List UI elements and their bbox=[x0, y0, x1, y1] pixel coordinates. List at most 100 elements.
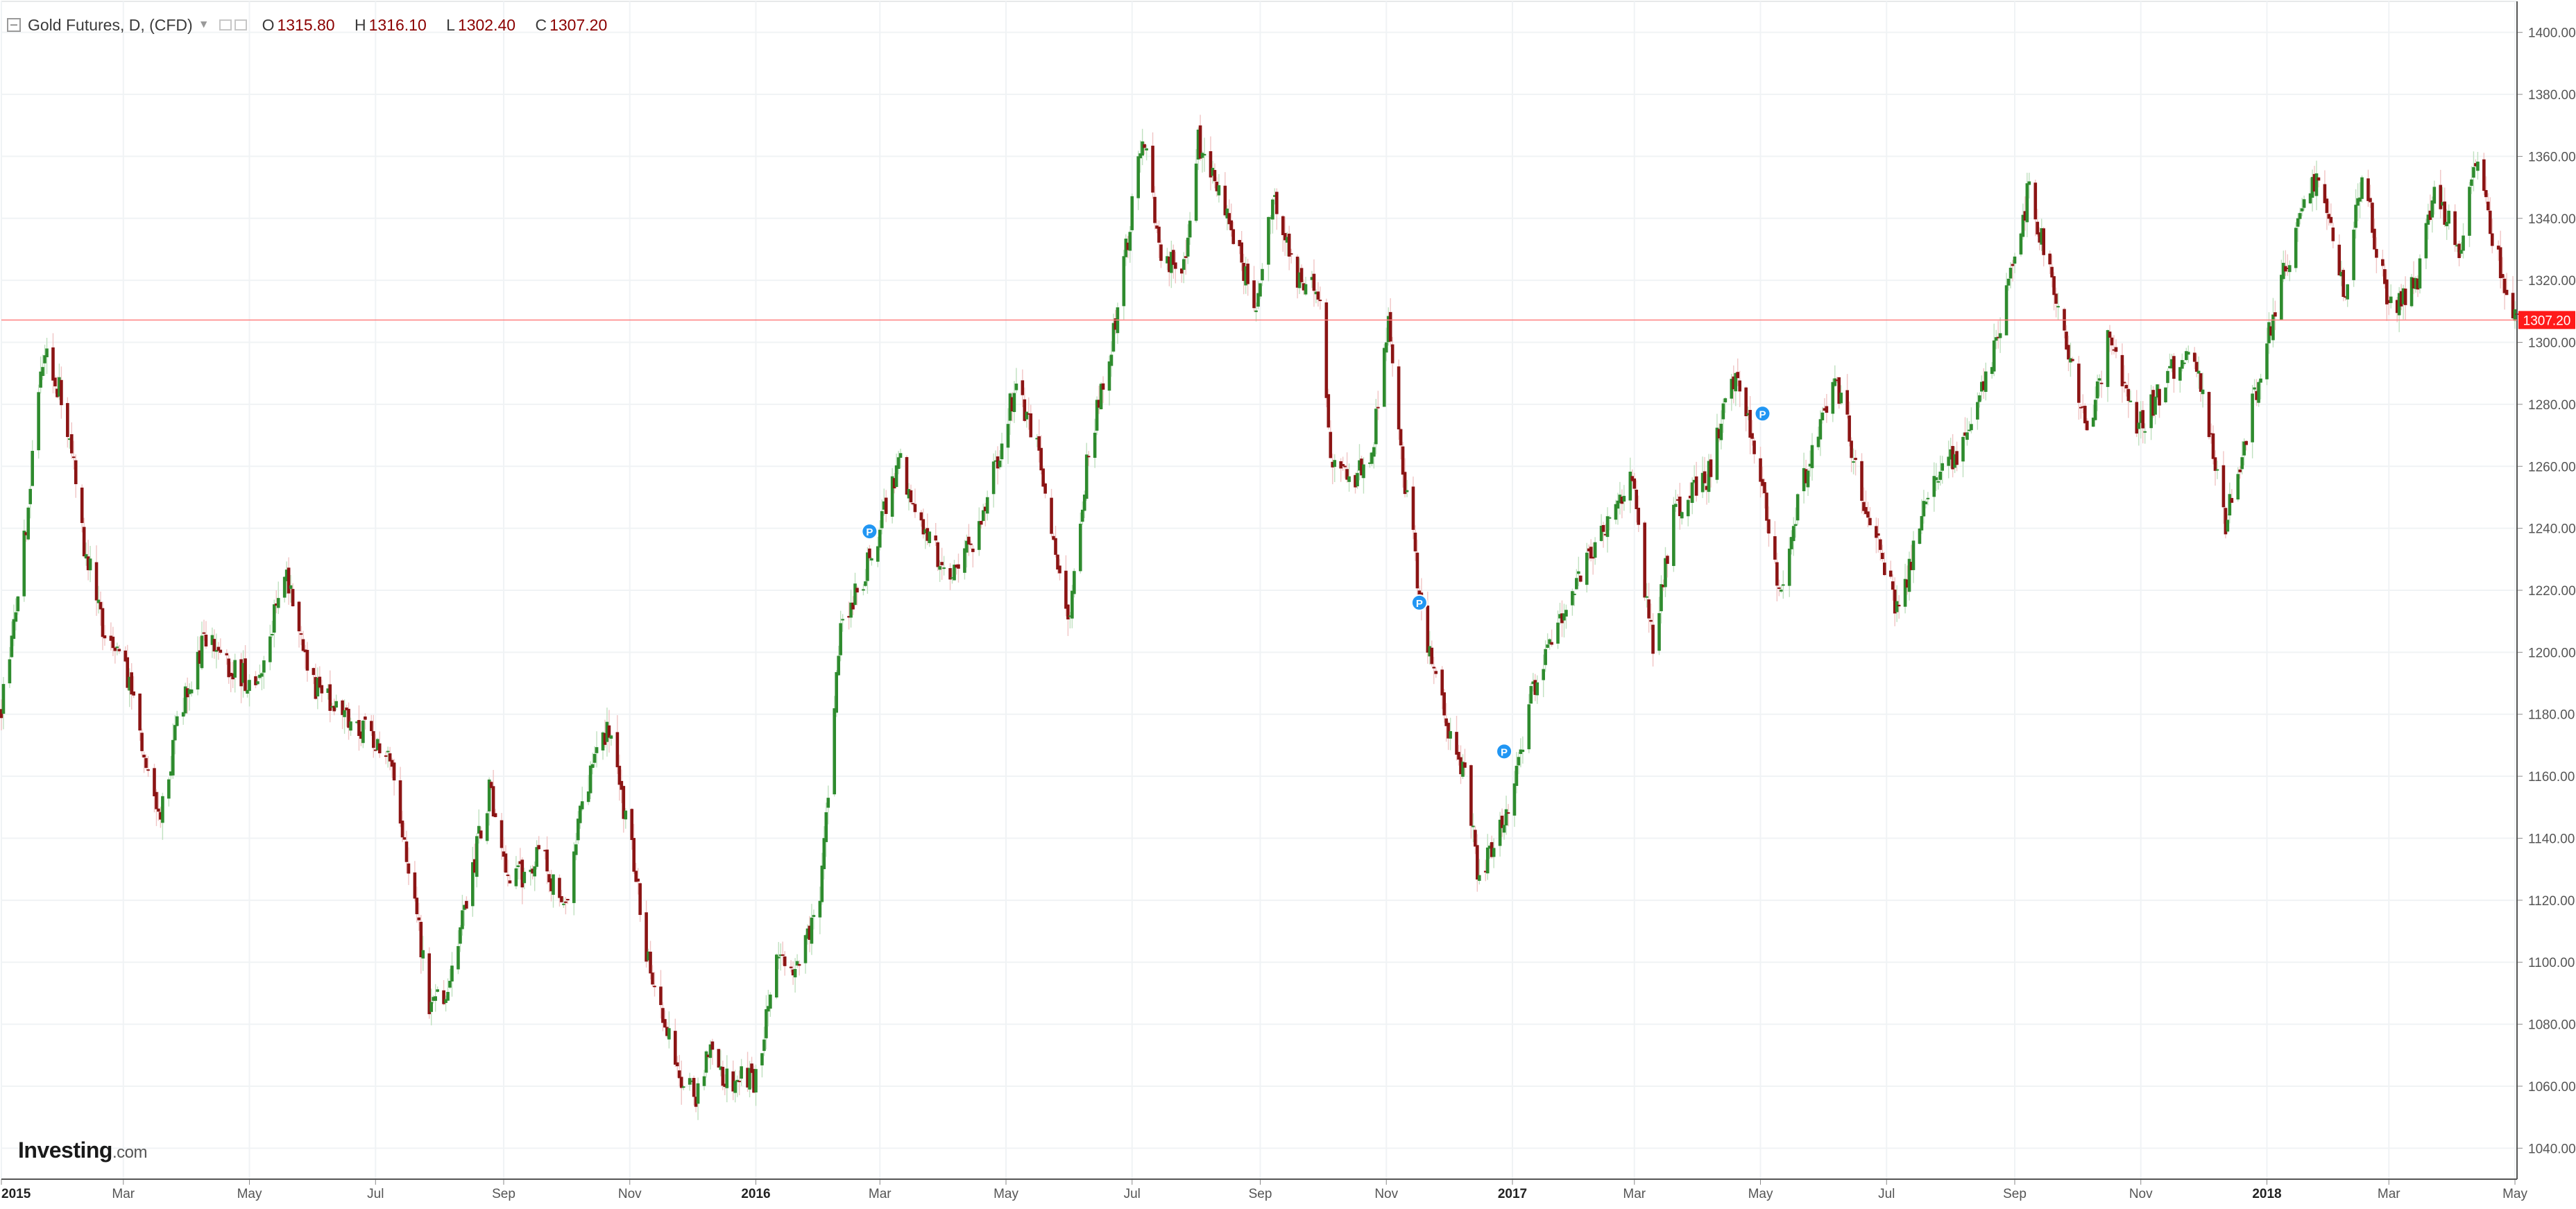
candle-up bbox=[26, 507, 31, 540]
candle-up bbox=[477, 825, 481, 834]
candle-up bbox=[1924, 501, 1928, 504]
y-tick-label: 1160.00 bbox=[2528, 770, 2575, 784]
x-tick-label: Mar bbox=[1623, 1187, 1646, 1201]
symbol-title[interactable]: Gold Futures, D, (CFD) bbox=[28, 15, 193, 34]
candle-down bbox=[53, 377, 57, 386]
candle-down bbox=[1426, 606, 1430, 653]
candle-down bbox=[1888, 570, 1893, 577]
brand-name: Investing bbox=[18, 1138, 112, 1163]
candle-down bbox=[465, 900, 468, 909]
candle-up bbox=[2476, 162, 2480, 171]
candle-up bbox=[1926, 497, 1930, 499]
candle-down bbox=[1662, 584, 1665, 588]
candle-down bbox=[1184, 256, 1188, 258]
candle-up bbox=[2470, 179, 2473, 186]
candle-down bbox=[1151, 146, 1154, 193]
candle-down bbox=[1752, 440, 1756, 454]
candle-down bbox=[2221, 465, 2226, 508]
candle-up bbox=[1780, 590, 1783, 592]
candle-down bbox=[1343, 465, 1347, 468]
candle-up bbox=[1130, 196, 1134, 230]
candle-down bbox=[659, 986, 663, 1005]
event-marker[interactable] bbox=[1754, 405, 1771, 422]
candle-up bbox=[1542, 669, 1545, 680]
event-marker[interactable] bbox=[1410, 594, 1428, 611]
candle-down bbox=[653, 986, 656, 988]
candle-down bbox=[783, 956, 787, 966]
candle-down bbox=[2387, 300, 2391, 303]
candle-up bbox=[588, 765, 592, 794]
candle-up bbox=[993, 460, 998, 462]
candle-down bbox=[1676, 499, 1680, 501]
candle-down bbox=[502, 851, 506, 857]
candle-down bbox=[2490, 233, 2494, 246]
candle-up bbox=[2166, 370, 2169, 384]
candle-up bbox=[1095, 400, 1099, 431]
candle-up bbox=[864, 581, 867, 586]
candle-down bbox=[1401, 446, 1405, 475]
candle-down bbox=[1179, 268, 1184, 274]
candle-up bbox=[1692, 479, 1696, 483]
candle-down bbox=[493, 813, 497, 817]
candle-down bbox=[1289, 253, 1293, 255]
event-marker[interactable] bbox=[861, 523, 878, 540]
candle-down bbox=[312, 668, 316, 676]
candle-down bbox=[314, 677, 318, 699]
candle-down bbox=[1500, 815, 1504, 828]
candle-up bbox=[562, 903, 565, 905]
candle-up bbox=[592, 753, 597, 763]
candle-up bbox=[1254, 310, 1258, 312]
candle-up bbox=[16, 596, 20, 612]
candle-down bbox=[1982, 381, 1986, 391]
candle-up bbox=[200, 635, 204, 669]
candle-down bbox=[996, 456, 1000, 469]
candle-up bbox=[2240, 457, 2244, 470]
candle-up bbox=[894, 465, 898, 488]
candle-down bbox=[364, 716, 367, 720]
candle-down bbox=[971, 548, 975, 552]
candle-down bbox=[491, 786, 495, 816]
candle-up bbox=[2184, 351, 2188, 361]
candle-up bbox=[1618, 495, 1622, 504]
candle-down bbox=[2385, 279, 2389, 305]
collapse-icon[interactable] bbox=[7, 18, 21, 32]
candle-down bbox=[884, 497, 888, 514]
candle-up bbox=[2409, 277, 2414, 307]
candle-down bbox=[2054, 293, 2058, 304]
event-marker[interactable] bbox=[1496, 743, 1513, 760]
candle-down bbox=[1054, 538, 1057, 555]
candle-up bbox=[1628, 472, 1632, 501]
candle-up bbox=[2352, 230, 2355, 280]
candle-down bbox=[1875, 526, 1878, 538]
x-tick-label: Sep bbox=[1249, 1187, 1272, 1201]
close-icon[interactable] bbox=[234, 19, 247, 31]
candle-down bbox=[1153, 196, 1157, 223]
candle-down bbox=[679, 1077, 683, 1088]
candle-up bbox=[1932, 476, 1936, 497]
candle-down bbox=[868, 548, 871, 558]
candle-up bbox=[704, 1051, 708, 1073]
chevron-down-icon[interactable]: ▼ bbox=[198, 19, 210, 31]
candle-up bbox=[1970, 424, 1973, 431]
settings-icon[interactable] bbox=[219, 19, 232, 31]
y-tick-label: 1240.00 bbox=[2528, 522, 2576, 537]
candle-down bbox=[537, 845, 540, 850]
candle-down bbox=[1694, 476, 1698, 496]
candle-down bbox=[2428, 210, 2432, 221]
candle-down bbox=[2224, 508, 2228, 535]
candle-up bbox=[246, 689, 249, 694]
candle-down bbox=[2151, 390, 2155, 416]
candle-up bbox=[1107, 361, 1111, 391]
candle-up bbox=[262, 660, 266, 673]
candle-up bbox=[1961, 436, 1965, 462]
candle-down bbox=[2323, 184, 2327, 203]
candle-up bbox=[1947, 456, 1950, 466]
candle-up bbox=[1715, 427, 1719, 480]
candle-down bbox=[153, 768, 156, 796]
candle-up bbox=[2091, 418, 2095, 427]
candle-down bbox=[909, 490, 913, 503]
candle-up bbox=[1531, 681, 1535, 685]
candle-up bbox=[1073, 571, 1076, 594]
